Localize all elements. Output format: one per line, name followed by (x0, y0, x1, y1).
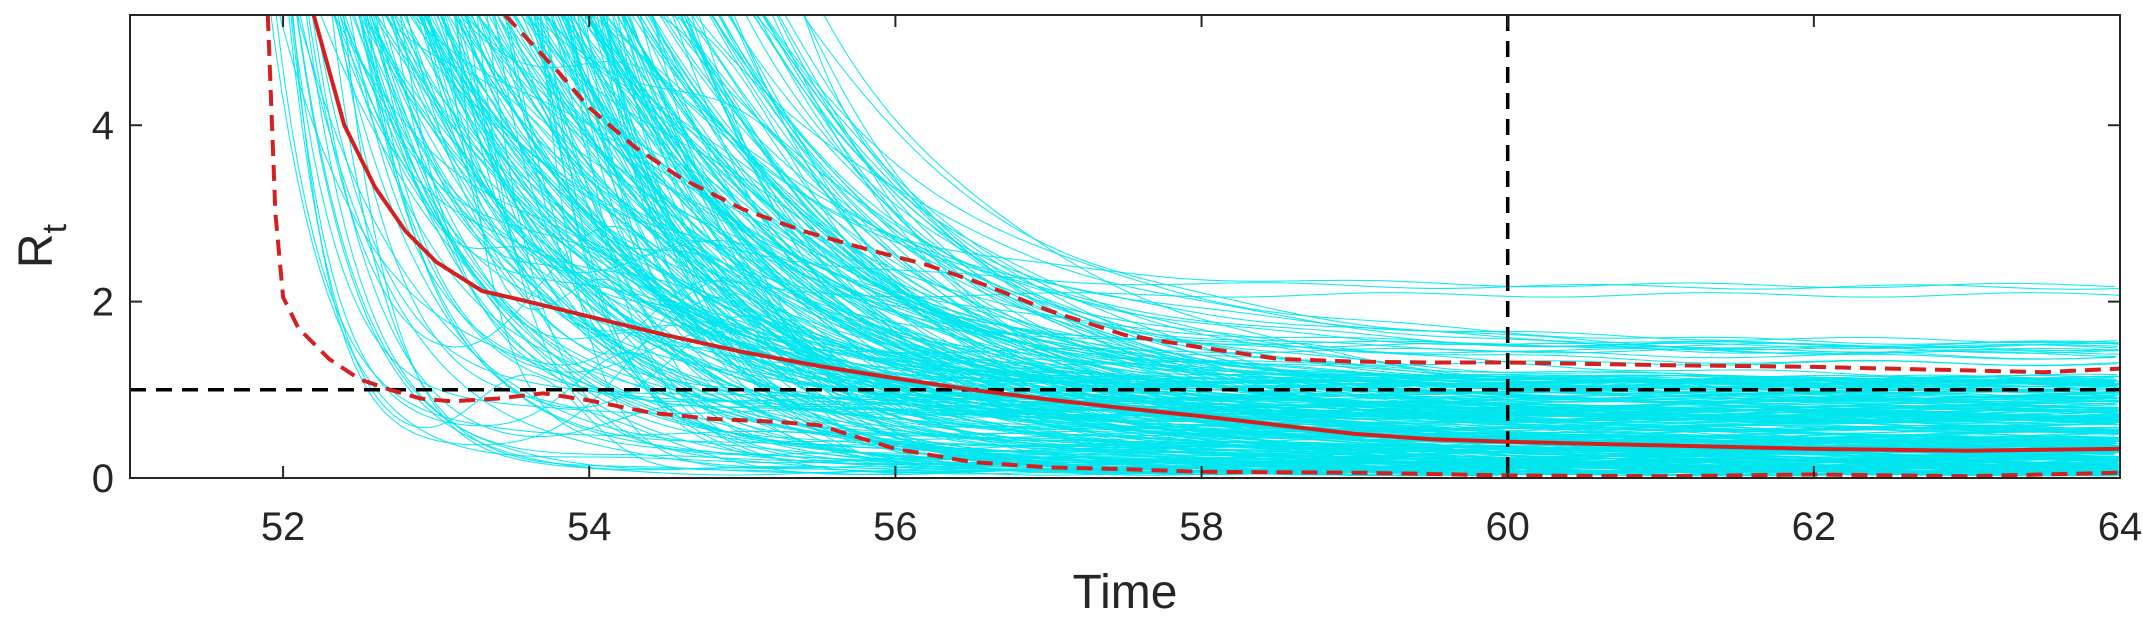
x-tick-label: 58 (1179, 505, 1224, 549)
x-tick-label: 52 (261, 505, 306, 549)
ensemble-trajectory (459, 15, 2115, 384)
ensemble-trajectory (496, 15, 2115, 383)
ensemble-trajectory (623, 15, 2115, 416)
ensemble-trajectory (275, 15, 2120, 437)
y-tick-label: 4 (92, 104, 114, 148)
ensemble-trajectory (601, 15, 2117, 411)
upper-bound-line (503, 15, 2120, 375)
ensemble-trajectory (363, 15, 2119, 445)
ensemble-trajectory (400, 15, 2117, 469)
ensemble-trajectory (339, 15, 2120, 471)
ensemble-trajectory (412, 15, 2116, 442)
ensemble-trajectory (454, 15, 2115, 385)
ensemble-trajectory (463, 15, 2119, 394)
summary-series (265, 15, 2120, 478)
ensemble-trajectory (694, 15, 2116, 360)
ensemble-trajectory (569, 15, 2119, 415)
axis-ticks: 52 54 56 58 60 62 64 0 2 4 (92, 15, 2143, 549)
ensemble-trajectory (360, 15, 2117, 401)
ensemble-trajectory (393, 15, 2115, 456)
y-tick-label: 2 (92, 281, 114, 325)
ensemble-trajectory (733, 15, 2117, 399)
ensemble-trajectory (320, 15, 2120, 459)
ensemble-trajectory (399, 15, 2120, 407)
ensemble-trajectory (635, 15, 2115, 289)
ensemble-trajectory (526, 15, 2115, 399)
ensemble-trajectory (478, 15, 2119, 436)
ensemble-trajectory (668, 15, 2120, 421)
ensemble-trajectory (676, 15, 2120, 412)
ensemble-trajectory (755, 15, 2117, 344)
ensemble-trajectory (763, 15, 2119, 345)
ensemble-trajectory (823, 15, 2120, 409)
ensemble-trajectory (674, 15, 2120, 470)
y-axis-label-main: R (10, 233, 63, 268)
reference-lines (130, 15, 2120, 478)
ensemble-trajectory (711, 15, 2115, 461)
ensemble-trajectory (605, 15, 2119, 349)
ensemble-trajectory (534, 15, 2117, 421)
ensemble-trajectory (589, 15, 2118, 449)
ensemble-trajectory (420, 15, 2118, 442)
ensemble-trajectory (476, 15, 2114, 458)
ensemble-trajectory (644, 15, 2120, 355)
x-tick-label: 64 (2098, 505, 2143, 549)
ensemble-trajectory (530, 15, 2116, 432)
x-tick-label: 54 (567, 505, 612, 549)
ensemble-trajectory (616, 15, 2119, 411)
ensemble-trajectory (665, 15, 2118, 378)
y-tick-label: 0 (92, 457, 114, 501)
ensemble-trajectory (652, 15, 2117, 432)
x-tick-label: 56 (873, 505, 918, 549)
ensemble-trajectory (411, 15, 2118, 436)
ensemble-trajectory (394, 15, 2115, 360)
y-axis-label: Rt (10, 223, 74, 268)
x-axis-label: Time (1073, 566, 1178, 619)
ensemble-trajectory (690, 15, 2118, 349)
lower-bound-line (265, 15, 2120, 478)
ensemble-trajectory (469, 15, 2116, 421)
ensemble-trajectory (405, 15, 2119, 366)
ensemble-trajectory (650, 15, 2117, 425)
ensemble-trajectory (368, 15, 2120, 464)
ensemble-trajectory (596, 15, 2117, 384)
ensemble-trajectory (599, 15, 2120, 474)
ensemble-trajectory (631, 15, 2115, 465)
ensemble-trajectory (803, 15, 2120, 431)
ensemble-trajectory (463, 15, 2120, 424)
x-tick-label: 62 (1792, 505, 1837, 549)
x-tick-label: 60 (1485, 505, 1530, 549)
ensemble-trajectory (599, 15, 2120, 298)
ensemble-trajectory (730, 15, 2115, 394)
ensemble-trajectory (524, 15, 2120, 430)
y-axis-label-subscript: t (36, 223, 74, 233)
median-line (311, 15, 2120, 453)
plot-frame (129, 14, 2121, 479)
